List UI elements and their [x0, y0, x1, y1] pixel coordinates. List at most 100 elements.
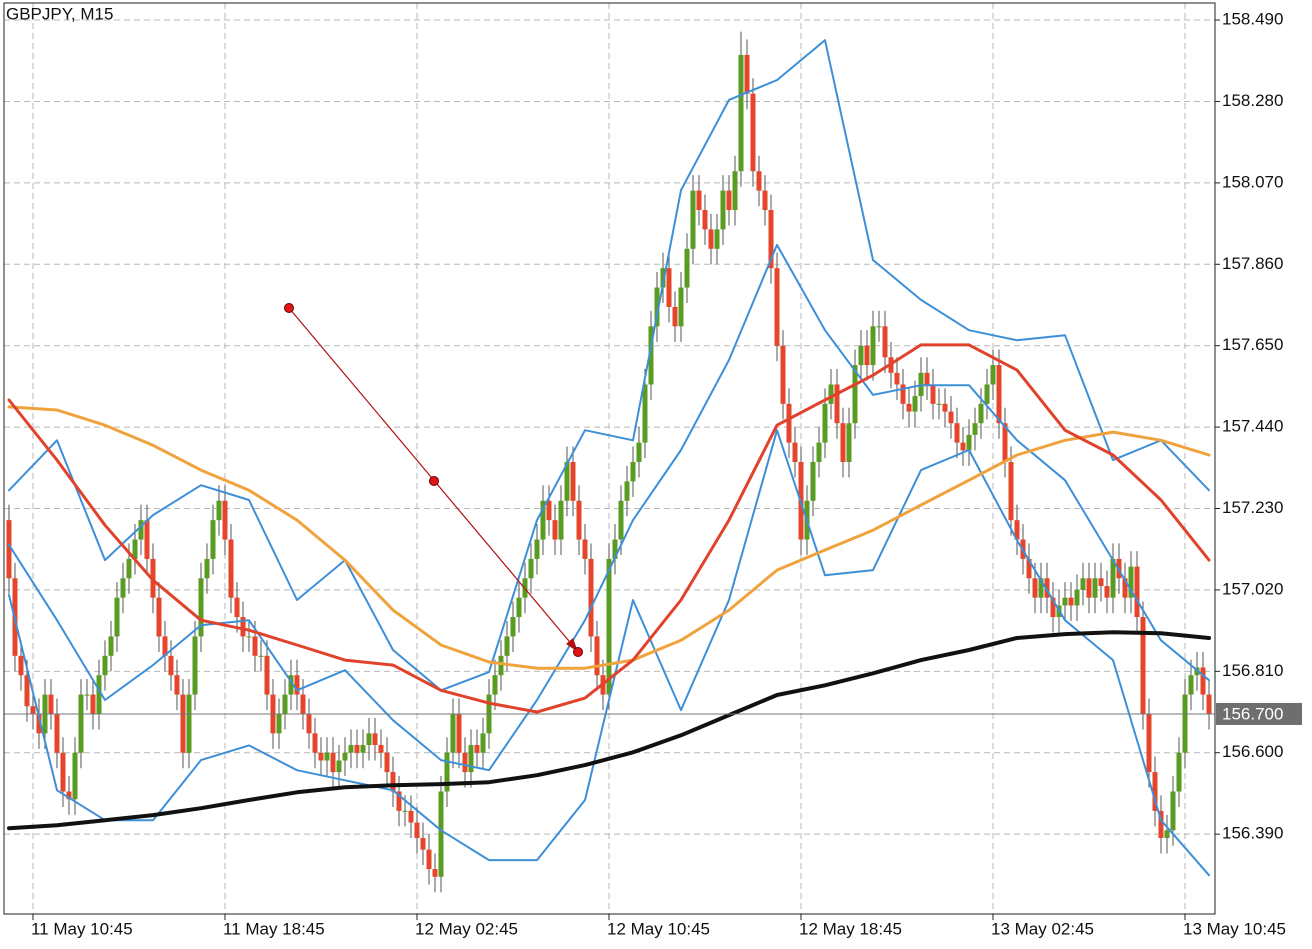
- candle-body: [444, 752, 450, 792]
- candle-body: [6, 520, 12, 579]
- indicator-line: [7, 343, 1211, 714]
- candle-body: [318, 752, 324, 761]
- candle-body: [432, 869, 438, 877]
- candle-body: [690, 190, 696, 249]
- candle-body: [768, 210, 774, 269]
- candle-body: [1050, 597, 1056, 618]
- candle-body: [222, 500, 228, 540]
- candle-body: [18, 655, 24, 676]
- candle-body: [870, 326, 876, 366]
- candle-body: [726, 190, 732, 211]
- indicator-line: [8, 39, 1210, 692]
- candle-body: [786, 403, 792, 443]
- candle-body: [780, 345, 786, 404]
- grid-layer: [4, 3, 1215, 914]
- candle-body: [528, 558, 534, 579]
- x-tick-label: 12 May 18:45: [799, 919, 902, 938]
- candle-body: [414, 822, 420, 839]
- candle-body: [684, 248, 690, 288]
- candle-body: [1014, 520, 1020, 540]
- candle-body: [930, 384, 936, 404]
- candle-body: [636, 442, 642, 462]
- candle-body: [948, 411, 954, 424]
- candle-body: [1170, 791, 1176, 831]
- candle-body: [426, 849, 432, 870]
- candle-body: [48, 694, 54, 714]
- candle-body: [396, 791, 402, 811]
- candle-body: [534, 539, 540, 559]
- y-tick-label: 157.650: [1222, 335, 1283, 354]
- candle-body: [810, 461, 816, 501]
- candle-body: [1206, 694, 1212, 714]
- candle-body: [1080, 578, 1086, 590]
- candle-body: [816, 442, 822, 462]
- candle-body: [282, 694, 288, 714]
- candle-body: [1122, 578, 1128, 598]
- axis-layer: 156.390 156.600 156.810 157.020 157.230 157.4…: [4, 10, 1302, 938]
- candle-body: [90, 694, 96, 714]
- candle-body: [1128, 566, 1134, 598]
- candle-body: [822, 403, 828, 443]
- candle-body: [390, 772, 396, 792]
- candle-body: [246, 636, 252, 638]
- candle-body: [306, 713, 312, 734]
- candle-body: [144, 520, 150, 559]
- candle-body: [1098, 578, 1104, 587]
- candle-body: [492, 675, 498, 695]
- candle-body: [132, 539, 138, 559]
- x-tick-label: 13 May 10:45: [1183, 919, 1286, 938]
- candle-body: [858, 345, 864, 366]
- candle-body: [1092, 578, 1098, 598]
- candle-body: [186, 694, 192, 753]
- candle-body: [882, 326, 888, 358]
- candle-body: [924, 372, 930, 385]
- candle-body: [942, 403, 948, 412]
- candle-body: [30, 706, 36, 714]
- candle-body: [564, 461, 570, 501]
- candle-body: [438, 791, 444, 877]
- candle-body: [24, 675, 30, 707]
- candle-body: [618, 500, 624, 540]
- candle-body: [612, 539, 618, 559]
- candle-body: [60, 752, 66, 792]
- candle-body: [324, 752, 330, 761]
- candle-body: [714, 229, 720, 249]
- y-tick-label: 157.020: [1222, 579, 1283, 598]
- candle-body: [1074, 589, 1080, 606]
- candle-body: [864, 345, 870, 366]
- candle-body: [126, 558, 132, 579]
- candle-body: [660, 268, 666, 288]
- candle-body: [384, 752, 390, 773]
- candle-body: [474, 744, 480, 753]
- indicator-line: [7, 630, 1211, 831]
- candle-body: [312, 733, 318, 753]
- candle-body: [138, 520, 144, 540]
- candle-body: [210, 520, 216, 559]
- candle-body: [642, 384, 648, 443]
- candle-body: [348, 744, 354, 753]
- candle-body: [552, 520, 558, 540]
- candle-body: [342, 752, 348, 761]
- candle-body: [756, 171, 762, 191]
- candle-body: [1140, 617, 1146, 714]
- x-tick-label: 12 May 10:45: [607, 919, 710, 938]
- candle-body: [654, 287, 660, 327]
- candle-body: [588, 558, 594, 637]
- candle-body: [258, 655, 264, 657]
- candle-body: [162, 636, 168, 656]
- plot-frame: [3, 2, 1216, 915]
- candle-body: [480, 733, 486, 753]
- candle-body: [744, 54, 750, 94]
- y-tick-label: 158.490: [1222, 10, 1283, 29]
- candle-body: [1152, 772, 1158, 811]
- candle-body: [174, 675, 180, 695]
- candle-body: [360, 744, 366, 753]
- x-tick-label: 13 May 02:45: [991, 919, 1094, 938]
- candle-body: [558, 500, 564, 540]
- candle-body: [594, 636, 600, 676]
- price-label: 156.700: [1222, 704, 1283, 723]
- x-tick-label: 11 May 10:45: [31, 919, 133, 938]
- candle-body: [372, 733, 378, 745]
- candle-body: [456, 713, 462, 753]
- candle-body: [96, 675, 102, 714]
